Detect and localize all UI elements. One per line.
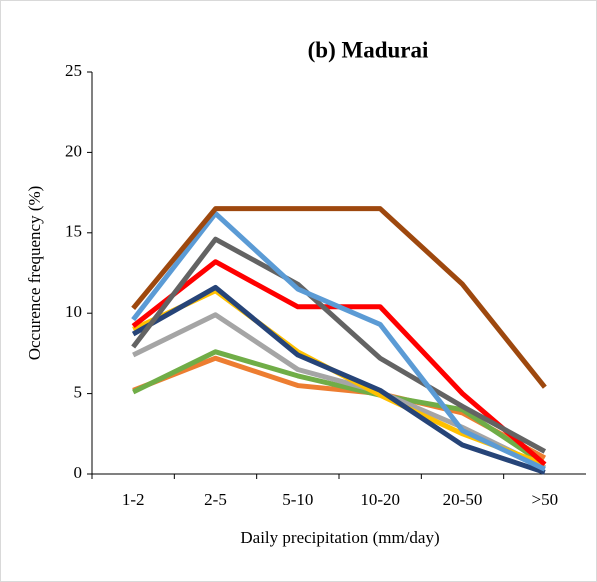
series-line — [132, 349, 547, 467]
x-tick-label: 10-20 — [360, 490, 400, 509]
x-tick-label: >50 — [532, 490, 559, 509]
y-axis-label: Occurence frequency (%) — [25, 186, 44, 361]
y-tick-label: 5 — [74, 383, 83, 402]
series-line — [132, 312, 546, 470]
y-tick-label: 25 — [65, 61, 82, 80]
y-tick-label: 10 — [65, 302, 82, 321]
series-line — [131, 206, 547, 389]
y-tick-label: 15 — [65, 222, 82, 241]
series-line — [131, 236, 547, 454]
y-tick-label: 20 — [65, 141, 82, 160]
x-tick-label: 1-2 — [122, 490, 145, 509]
chart-title: (b) Madurai — [308, 37, 429, 62]
y-tick-label: 0 — [74, 463, 83, 482]
series-line — [131, 284, 546, 475]
series-line — [131, 211, 546, 472]
x-tick-label: 20-50 — [443, 490, 483, 509]
x-axis-label: Daily precipitation (mm/day) — [240, 528, 439, 547]
x-tick-label: 2-5 — [204, 490, 227, 509]
x-tick-label: 5-10 — [282, 490, 313, 509]
